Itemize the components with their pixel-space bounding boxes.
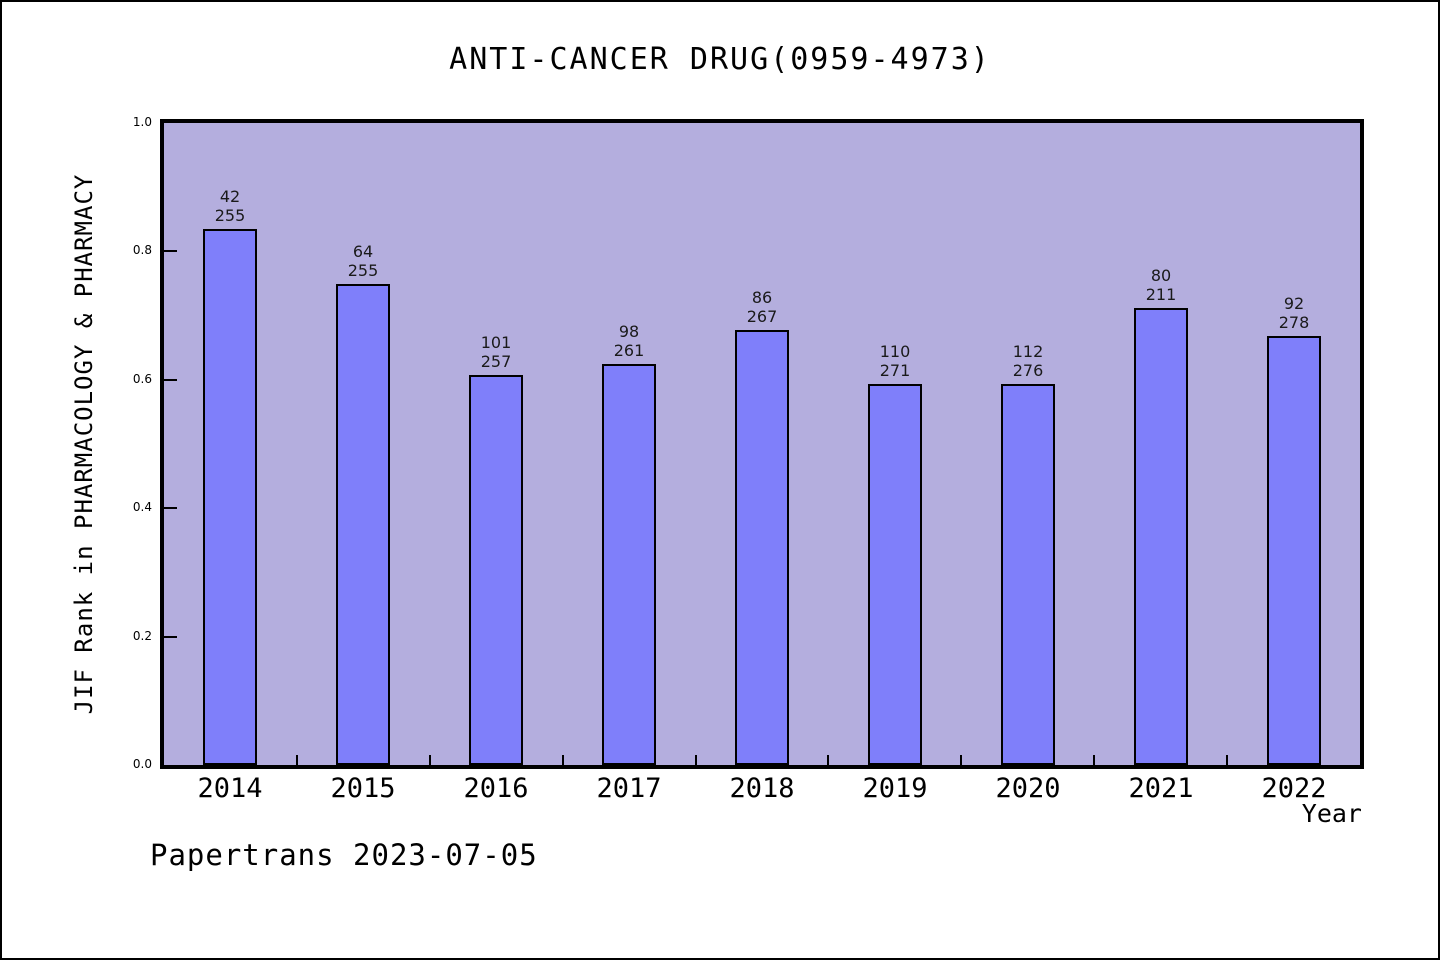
bar-value-label-2016: 101 257 (480, 333, 512, 371)
bar-2019 (868, 384, 922, 765)
bar-2020 (1001, 384, 1055, 765)
bar-value-label-2020: 112 276 (1012, 342, 1044, 380)
bar-value-label-2014: 42 255 (214, 187, 246, 225)
plot-area: 42 255 64 255 101 257 98 261 86 267 110 271 11… (160, 119, 1364, 769)
x-minor-tick (827, 755, 829, 765)
watermark-text: Papertrans 2023-07-05 (150, 838, 538, 872)
bar-value-label-2021: 80 211 (1145, 266, 1177, 304)
x-tick-label-2018: 2018 (729, 773, 795, 804)
y-tick-label-0.8: 0.8 (132, 243, 152, 257)
bar-2018 (735, 330, 789, 765)
x-tick-label-2015: 2015 (330, 773, 396, 804)
x-minor-tick (296, 755, 298, 765)
bar-2016 (469, 375, 523, 765)
x-tick-label-2014: 2014 (197, 773, 263, 804)
bar-value-label-2015: 64 255 (347, 242, 379, 280)
y-tick-label-0.2: 0.2 (132, 629, 152, 643)
x-tick-label-2016: 2016 (463, 773, 529, 804)
y-tick (164, 379, 177, 381)
x-minor-tick (562, 755, 564, 765)
y-tick-label-0.4: 0.4 (132, 500, 152, 514)
bar-value-label-2022: 92 278 (1278, 294, 1310, 332)
x-minor-tick (1226, 755, 1228, 765)
x-minor-tick (429, 755, 431, 765)
x-tick-label-2017: 2017 (596, 773, 662, 804)
y-tick-label-0.6: 0.6 (132, 372, 152, 386)
x-minor-tick (1093, 755, 1095, 765)
bar-2017 (602, 364, 656, 765)
y-tick (164, 507, 177, 509)
y-tick-label-1.0: 1.0 (132, 115, 152, 129)
bar-value-label-2019: 110 271 (879, 342, 911, 380)
bar-2014 (203, 229, 257, 765)
plot-inner: 42 255 64 255 101 257 98 261 86 267 110 271 11… (164, 123, 1360, 765)
bar-value-label-2018: 86 267 (746, 288, 778, 326)
chart-title: ANTI-CANCER DRUG(0959-4973) (449, 42, 991, 77)
y-tick (164, 250, 177, 252)
x-tick-label-2021: 2021 (1128, 773, 1194, 804)
bar-2022 (1267, 336, 1321, 765)
y-tick (164, 636, 177, 638)
bar-2021 (1134, 308, 1188, 765)
x-minor-tick (695, 755, 697, 765)
x-tick-label-2022: 2022 (1261, 773, 1327, 804)
bar-2015 (336, 284, 390, 765)
bar-value-label-2017: 98 261 (613, 322, 645, 360)
x-axis-label: Year (1301, 799, 1362, 828)
y-axis-label: JIF Rank in PHARMACOLOGY & PHARMACY (70, 173, 98, 715)
x-tick-label-2020: 2020 (995, 773, 1061, 804)
x-tick-label-2019: 2019 (862, 773, 928, 804)
x-minor-tick (960, 755, 962, 765)
y-tick-label-0.0: 0.0 (132, 757, 152, 771)
